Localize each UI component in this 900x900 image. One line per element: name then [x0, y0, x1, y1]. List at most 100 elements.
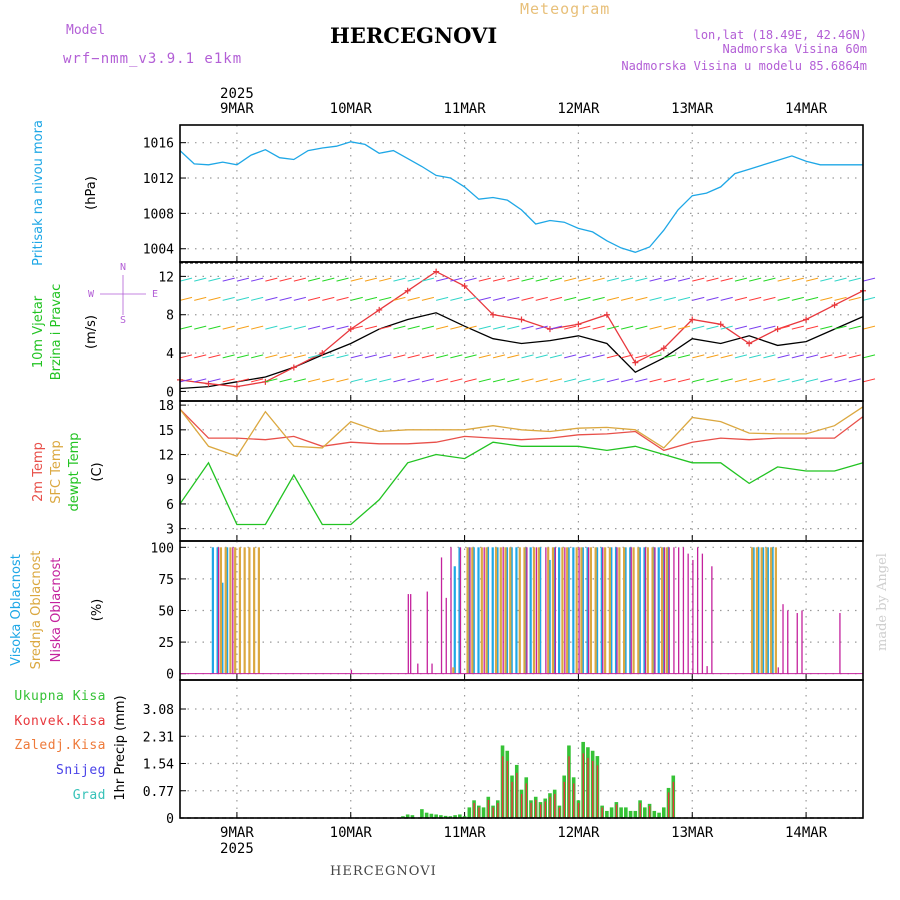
precip-bar	[657, 812, 661, 818]
cloud-bar	[654, 547, 656, 674]
wind-arrow	[492, 277, 506, 282]
wind-arrow	[734, 296, 748, 301]
precip-label: 1hr Precip (mm)	[113, 695, 128, 800]
cloud-bar	[491, 547, 494, 674]
precip-bar	[429, 813, 434, 818]
wind-arrow	[265, 277, 278, 282]
x-axis-bottom: 9MAR 10MAR 11MAR 12MAR 13MAR 14MAR 2025	[220, 825, 828, 857]
altitude-info: Nadmorska Visina 60m	[723, 42, 868, 56]
wind-arrow	[805, 325, 819, 330]
wind-arrow	[720, 277, 733, 282]
wind-arrow	[763, 296, 776, 301]
wind-arrow	[734, 277, 748, 282]
y-tick-label: 18	[158, 399, 174, 414]
precip-bar	[458, 814, 462, 818]
cloud-bar	[663, 547, 666, 674]
cloud-panel: 0 25 50 75 100	[151, 540, 864, 683]
wind-arrow	[535, 277, 548, 282]
wind-arrow	[436, 296, 449, 301]
wind-arrow	[635, 354, 648, 359]
wind-arrow	[407, 378, 420, 383]
wind-arrow	[706, 354, 719, 359]
cloud-bar	[554, 547, 557, 674]
cloud-bar	[701, 553, 704, 674]
cloud-bar	[602, 547, 604, 674]
wind-arrow	[791, 277, 804, 282]
precip-conv-bar	[516, 772, 518, 818]
wind-arrow	[492, 325, 506, 330]
cloud-bar	[558, 547, 561, 674]
precip-bar	[605, 810, 609, 818]
gust-marker	[717, 321, 724, 328]
wind-arrow	[635, 296, 648, 301]
cloud-bar	[660, 547, 664, 674]
gust-marker	[575, 321, 582, 328]
lonlat-info: lon,lat (18.49E, 42.46N)	[694, 28, 867, 42]
wind-arrow	[450, 296, 463, 301]
wind-arrow	[364, 325, 378, 330]
wind-arrow	[720, 325, 733, 330]
precip-legend-1: Ukupna Kisa	[14, 689, 106, 704]
precip-conv-bar	[563, 781, 565, 818]
wind-arrow	[848, 277, 861, 282]
gust-marker	[376, 306, 383, 313]
series-line-1	[179, 141, 863, 253]
wind-arrow	[578, 378, 591, 383]
wind-arrow	[265, 325, 278, 330]
wind-arrow	[677, 277, 691, 282]
wind-arrow	[307, 354, 321, 359]
precip-conv-bar	[544, 801, 547, 818]
wind-arrow	[862, 325, 876, 330]
wind-arrow	[350, 296, 363, 301]
wind-arrow	[848, 325, 861, 330]
wind-arrow	[194, 354, 207, 359]
compass-cross	[100, 275, 146, 315]
wind-arrow	[492, 378, 506, 383]
cloud-bar	[770, 547, 773, 674]
cloud-bar	[665, 547, 668, 674]
precip-conv-bar	[520, 793, 523, 818]
cloud-bar	[458, 547, 461, 674]
wind-arrow	[692, 325, 705, 330]
wind-arrow	[464, 378, 477, 383]
year-label-bottom: 2025	[220, 841, 254, 857]
cloud-bar	[643, 547, 646, 674]
cloud-bar	[248, 547, 251, 674]
compass-s: S	[120, 315, 126, 326]
precip-conv-bar	[497, 802, 499, 818]
y-tick-label: 4	[166, 347, 174, 362]
wind-arrow	[848, 296, 861, 301]
wind-arrow	[620, 325, 634, 330]
cloud-bar	[711, 566, 713, 674]
wind-arrow	[720, 378, 733, 383]
precip-conv-bar	[568, 756, 570, 818]
cloud-bar	[777, 667, 779, 674]
cloud-bar	[564, 547, 566, 674]
wind-arrow	[478, 325, 491, 330]
cloud-bar	[515, 547, 518, 674]
cloud-bar	[532, 547, 536, 674]
y-tick-label: 12	[158, 270, 174, 285]
cloud-bar	[471, 547, 474, 674]
y-tick-label: 0.77	[143, 785, 174, 800]
cloud-bar	[505, 547, 509, 674]
cloud-bar	[567, 547, 570, 674]
cloud-bar	[211, 547, 214, 674]
y-tick-label: 0	[166, 812, 174, 827]
cloud-label-high: Visoka Oblacnost	[9, 554, 24, 666]
wind-arrow	[777, 296, 790, 301]
gust-marker	[831, 302, 838, 309]
wind-arrow	[350, 378, 363, 383]
wind-arrow	[293, 277, 306, 282]
wind-arrow	[208, 296, 221, 301]
cloud-bar	[221, 582, 224, 674]
wind-arrow	[279, 325, 292, 330]
wind-arrow	[322, 378, 335, 383]
precip-conv-bar	[577, 802, 580, 818]
wind-arrow	[464, 296, 477, 301]
wind-arrow	[379, 354, 392, 359]
wind-arrow	[820, 378, 833, 383]
cloud-bar	[673, 547, 675, 674]
wind-arrow	[279, 378, 292, 383]
